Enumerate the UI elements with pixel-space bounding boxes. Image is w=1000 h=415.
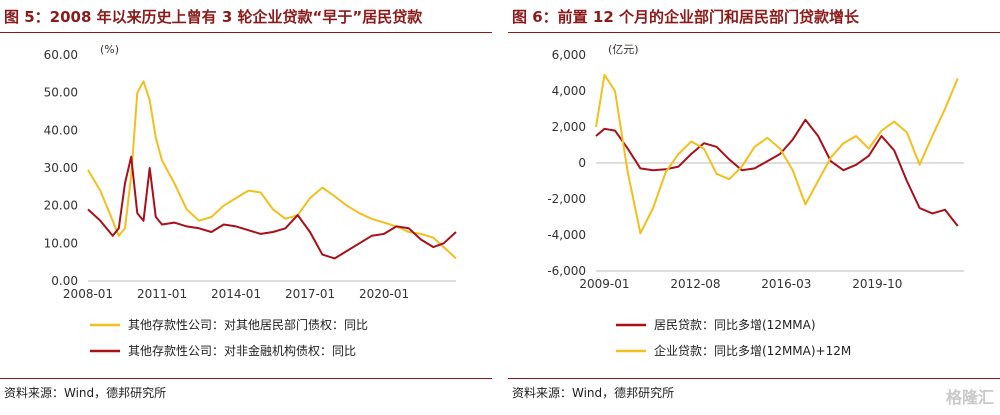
bottom-rule — [0, 378, 492, 379]
figure-6-panel: 图 6：前置 12 个月的企业部门和居民部门贷款增长 (亿元) -6,000 -4,… — [508, 0, 1000, 415]
y-tick-label: 30.00 — [44, 161, 78, 175]
figure-5-source: 资料来源：Wind，德邦研究所 — [4, 386, 167, 400]
series-line-1 — [595, 118, 959, 227]
series-line-2 — [595, 73, 959, 235]
y-tick-label: 20.00 — [44, 199, 78, 213]
x-tick-label: 2012-08 — [670, 277, 720, 291]
y-tick-label: 4,000 — [552, 84, 586, 98]
figure-6-source: 资料来源：Wind，德邦研究所 — [512, 386, 675, 400]
title-rule — [0, 32, 492, 33]
figure-5-title: 图 5：2008 年以来历史上曾有 3 轮企业贷款“早于”居民贷款 — [4, 8, 423, 26]
figure-6-title: 图 6：前置 12 个月的企业部门和居民部门贷款增长 — [512, 8, 859, 26]
y-tick-label: 50.00 — [44, 86, 78, 100]
series-line-1 — [87, 80, 457, 260]
figure-5-chart: (%) 0.00 10.00 20.00 30.00 40.00 50.00 60.00 200… — [44, 43, 457, 358]
x-tick-label: 2019-10 — [852, 277, 902, 291]
x-tick-label: 2016-03 — [761, 277, 811, 291]
legend-label-1: 其他存款性公司：对其他居民部门债权：同比 — [128, 317, 368, 332]
unit-label: (%) — [100, 43, 119, 56]
figure-6-chart: (亿元) -6,000 -4,000 -2,000 0 2,000 4,000 6,000 20… — [547, 43, 964, 358]
x-tick-label: 2020-01 — [359, 287, 409, 301]
figure-5-panel: 图 5：2008 年以来历史上曾有 3 轮企业贷款“早于”居民贷款 (%) 0.0… — [0, 0, 492, 415]
y-tick-label: 2,000 — [552, 120, 586, 134]
x-tick-label: 2009-01 — [579, 277, 629, 291]
title-rule — [508, 32, 1000, 33]
series-line-2 — [87, 155, 457, 260]
y-tick-label: 0 — [578, 156, 586, 170]
y-tick-label: -4,000 — [547, 228, 586, 242]
bottom-rule — [508, 378, 1000, 379]
y-tick-label: 0.00 — [51, 274, 78, 288]
y-tick-label: 10.00 — [44, 236, 78, 250]
y-tick-label: -2,000 — [547, 192, 586, 206]
y-tick-label: 6,000 — [552, 48, 586, 62]
x-tick-label: 2011-01 — [137, 287, 187, 301]
legend-label-2: 其他存款性公司：对非金融机构债权：同比 — [128, 343, 356, 358]
x-tick-label: 2008-01 — [63, 287, 113, 301]
legend-label-1: 居民贷款：同比多增(12MMA) — [654, 318, 816, 332]
y-tick-label: -6,000 — [547, 264, 586, 278]
y-tick-label: 60.00 — [44, 48, 78, 62]
unit-label: (亿元) — [608, 43, 639, 56]
watermark-logo: 格隆汇 — [945, 388, 994, 407]
x-tick-label: 2017-01 — [285, 287, 335, 301]
legend-label-2: 企业贷款：同比多增(12MMA)+12M — [654, 343, 851, 358]
x-tick-label: 2014-01 — [211, 287, 261, 301]
y-tick-label: 40.00 — [44, 123, 78, 137]
